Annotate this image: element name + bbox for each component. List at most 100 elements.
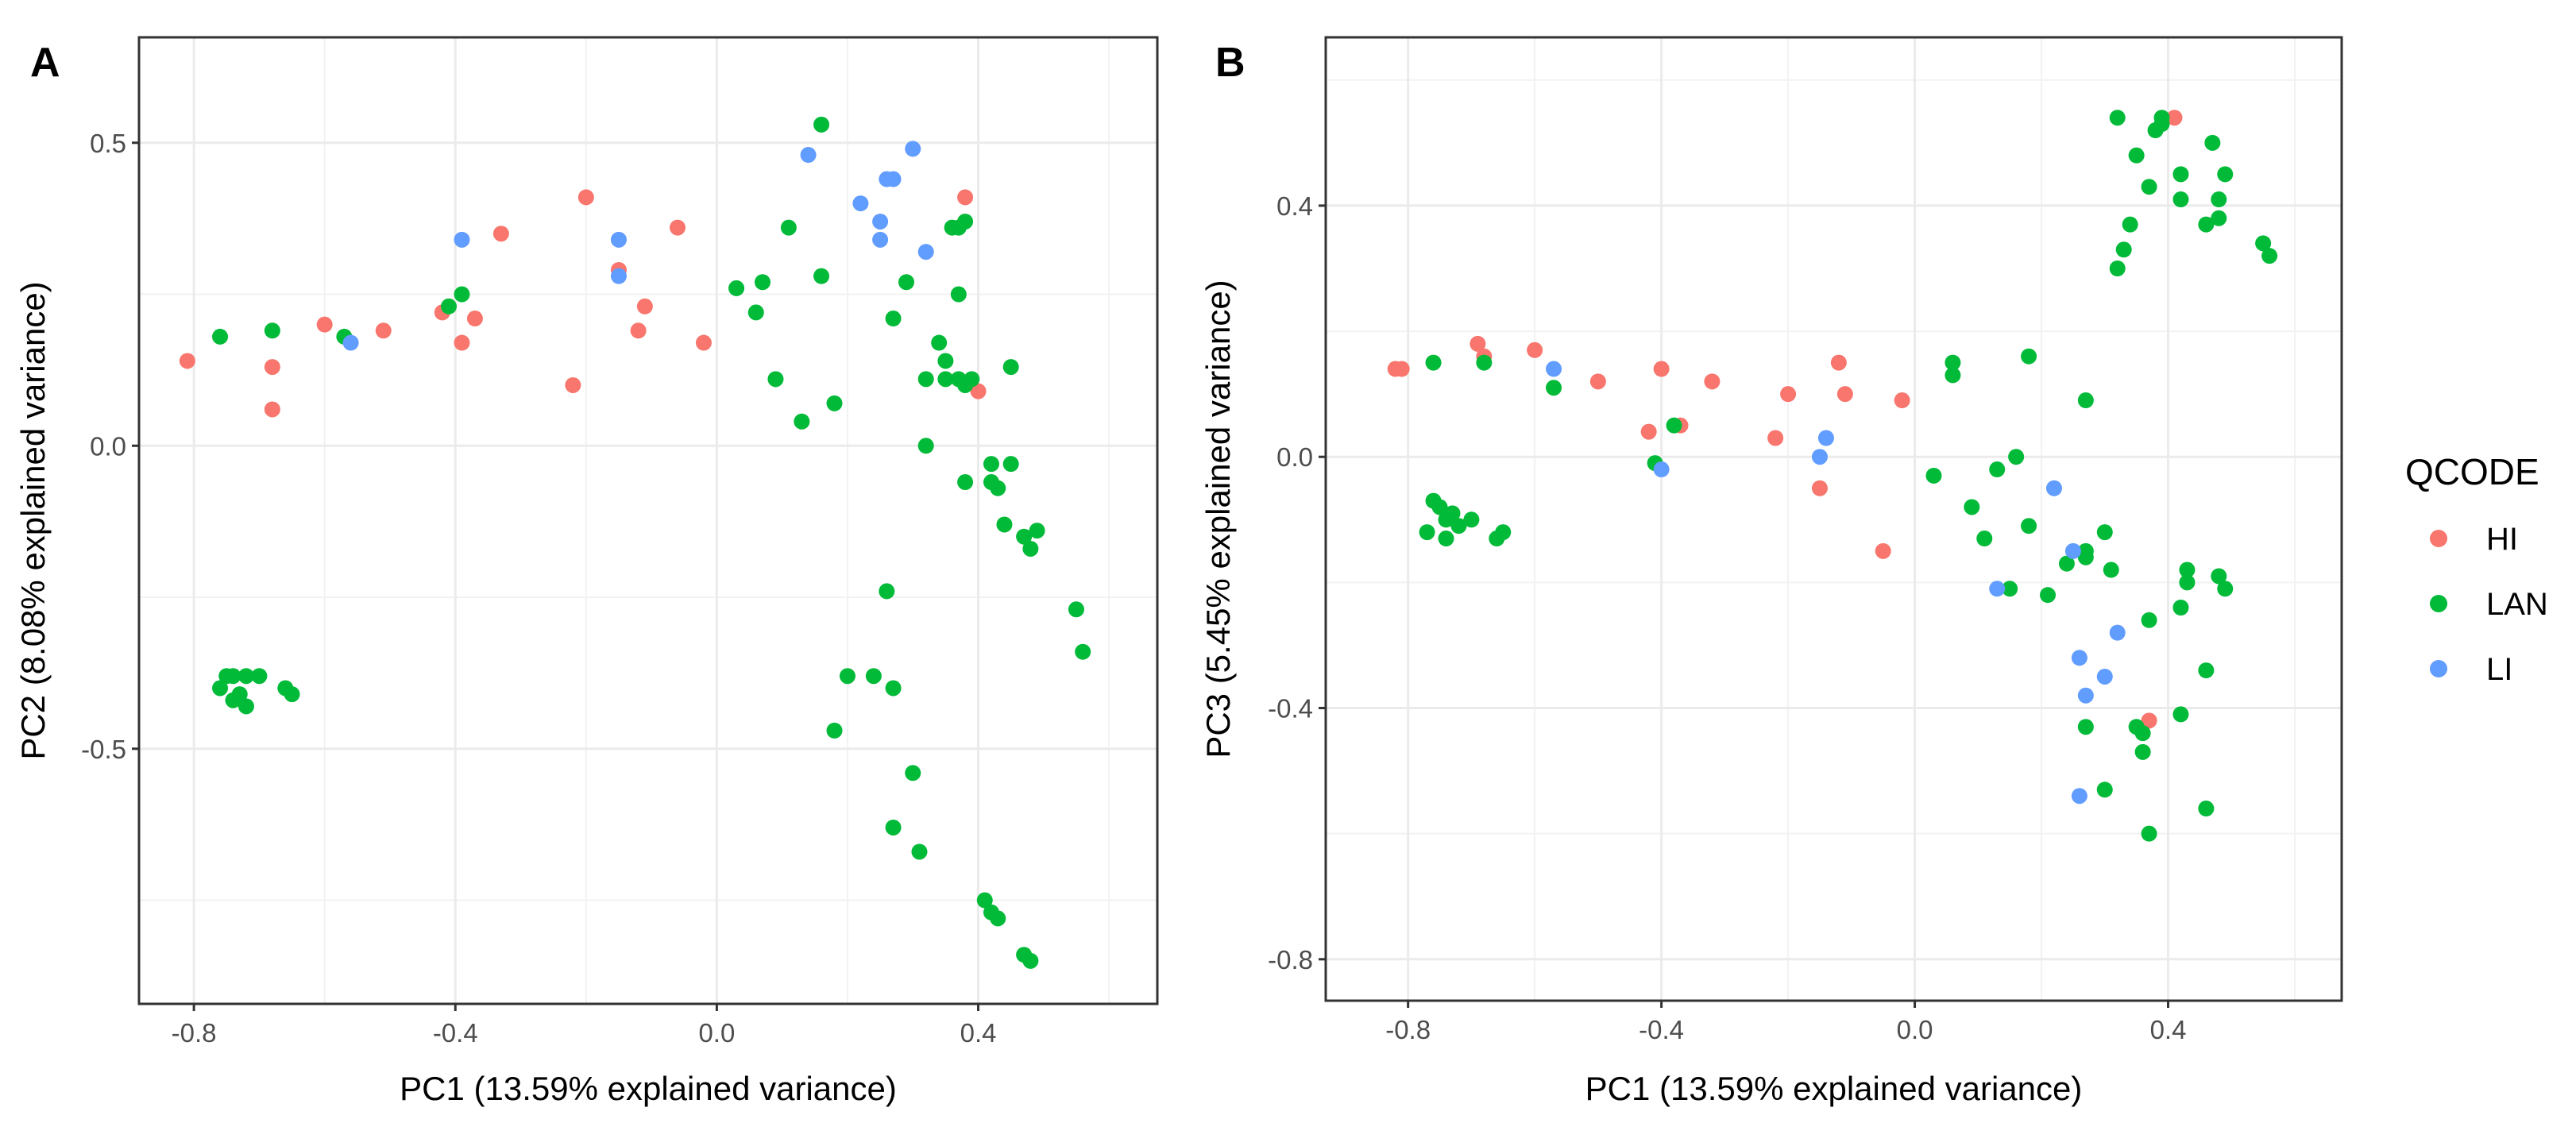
panel-b: -0.8 -0.4 0.0 0.4 0.4 0.0 -0.4 -0.8 PC1 (13.59% … — [1199, 36, 2343, 1107]
point-lan — [885, 311, 902, 327]
point-hi — [1767, 430, 1784, 446]
point-li — [917, 244, 934, 260]
point-li — [905, 141, 921, 157]
point-li — [2071, 788, 2087, 805]
point-lan — [1495, 524, 1512, 541]
point-lan — [2021, 348, 2037, 365]
x-tick-label: -0.8 — [172, 1018, 217, 1048]
point-hi — [179, 353, 195, 369]
point-li — [1817, 430, 1834, 446]
plot-border — [137, 36, 1159, 1005]
point-hi — [695, 334, 712, 351]
point-lan — [2204, 134, 2221, 151]
legend-label-hi: HI — [2486, 522, 2518, 557]
point-lan — [284, 686, 300, 703]
point-lan — [212, 328, 229, 345]
point-lan — [225, 692, 241, 708]
point-lan — [931, 334, 948, 351]
point-lan — [238, 668, 254, 685]
point-li — [2077, 687, 2094, 704]
point-hi — [316, 316, 333, 333]
point-hi — [1640, 423, 1657, 440]
point-lan — [885, 819, 902, 835]
point-lan — [1463, 511, 1480, 528]
x-tick-label: 0.0 — [1897, 1015, 1933, 1044]
point-hi — [1470, 335, 1486, 352]
point-lan — [990, 480, 1006, 496]
point-lan — [885, 680, 902, 697]
point-lan — [2134, 725, 2151, 742]
legend-key-hi — [2430, 530, 2447, 547]
point-hi — [957, 189, 974, 206]
point-lan — [2217, 581, 2234, 597]
point-lan — [2211, 210, 2227, 226]
point-lan — [2179, 562, 2196, 578]
point-lan — [2058, 555, 2075, 572]
point-lan — [917, 371, 934, 388]
point-lan — [950, 286, 967, 303]
point-lan — [1964, 499, 1980, 515]
point-hi — [1704, 373, 1721, 390]
point-lan — [2134, 743, 2151, 760]
point-lan — [2109, 260, 2126, 276]
point-lan — [1425, 354, 1442, 371]
legend: QCODE HI LAN LI — [2405, 451, 2548, 687]
point-lan — [1546, 380, 1562, 396]
point-lan — [212, 680, 229, 697]
y-axis-title: PC3 (5.45% explained variance) — [1199, 280, 1237, 758]
panel-label: B — [1215, 40, 1246, 86]
point-lan — [2198, 216, 2215, 233]
point-lan — [826, 395, 843, 411]
point-lan — [826, 722, 843, 739]
point-lan — [964, 371, 980, 388]
point-lan — [990, 910, 1006, 927]
point-li — [2064, 542, 2081, 559]
point-lan — [2153, 110, 2170, 126]
point-lan — [2211, 191, 2227, 208]
point-hi — [636, 298, 653, 315]
point-lan — [747, 304, 764, 321]
panel-label: A — [30, 40, 60, 86]
point-lan — [917, 438, 934, 454]
point-lan — [2115, 241, 2132, 258]
point-li — [1811, 449, 1828, 465]
point-hi — [264, 401, 280, 418]
point-lan — [2211, 568, 2227, 585]
point-hi — [630, 322, 647, 339]
point-lan — [1438, 531, 1454, 547]
point-lan — [780, 219, 797, 236]
point-hi — [565, 376, 581, 393]
point-li — [454, 231, 470, 248]
point-li — [1989, 581, 2006, 597]
point-hi — [264, 359, 280, 376]
point-hi — [1393, 361, 1410, 377]
point-lan — [957, 213, 974, 230]
point-hi — [375, 322, 392, 339]
point-lan — [1022, 952, 1039, 969]
y-tick-label: -0.8 — [1268, 945, 1313, 974]
point-lan — [2141, 612, 2157, 628]
x-axis-title: PC1 (13.59% explained variance) — [400, 1070, 897, 1107]
point-hi — [1780, 386, 1797, 403]
point-li — [872, 213, 889, 230]
point-lan — [1022, 540, 1039, 557]
point-lan — [2002, 581, 2018, 597]
y-tick-label: 0.0 — [1276, 442, 1313, 472]
point-lan — [1450, 518, 1467, 534]
x-tick-label: 0.4 — [2150, 1015, 2187, 1044]
point-lan — [2141, 825, 2157, 842]
legend-label-li: LI — [2486, 652, 2512, 687]
point-lan — [996, 516, 1013, 533]
point-lan — [225, 668, 241, 685]
point-lan — [898, 274, 915, 291]
point-lan — [1945, 367, 1961, 384]
point-hi — [1830, 354, 1847, 371]
point-hi — [454, 334, 470, 351]
point-lan — [865, 668, 882, 685]
point-lan — [2217, 166, 2234, 183]
point-lan — [2261, 248, 2278, 264]
point-lan — [1016, 528, 1033, 545]
legend-key-li — [2430, 660, 2447, 677]
point-lan — [2122, 216, 2138, 233]
point-lan — [1419, 524, 1435, 541]
